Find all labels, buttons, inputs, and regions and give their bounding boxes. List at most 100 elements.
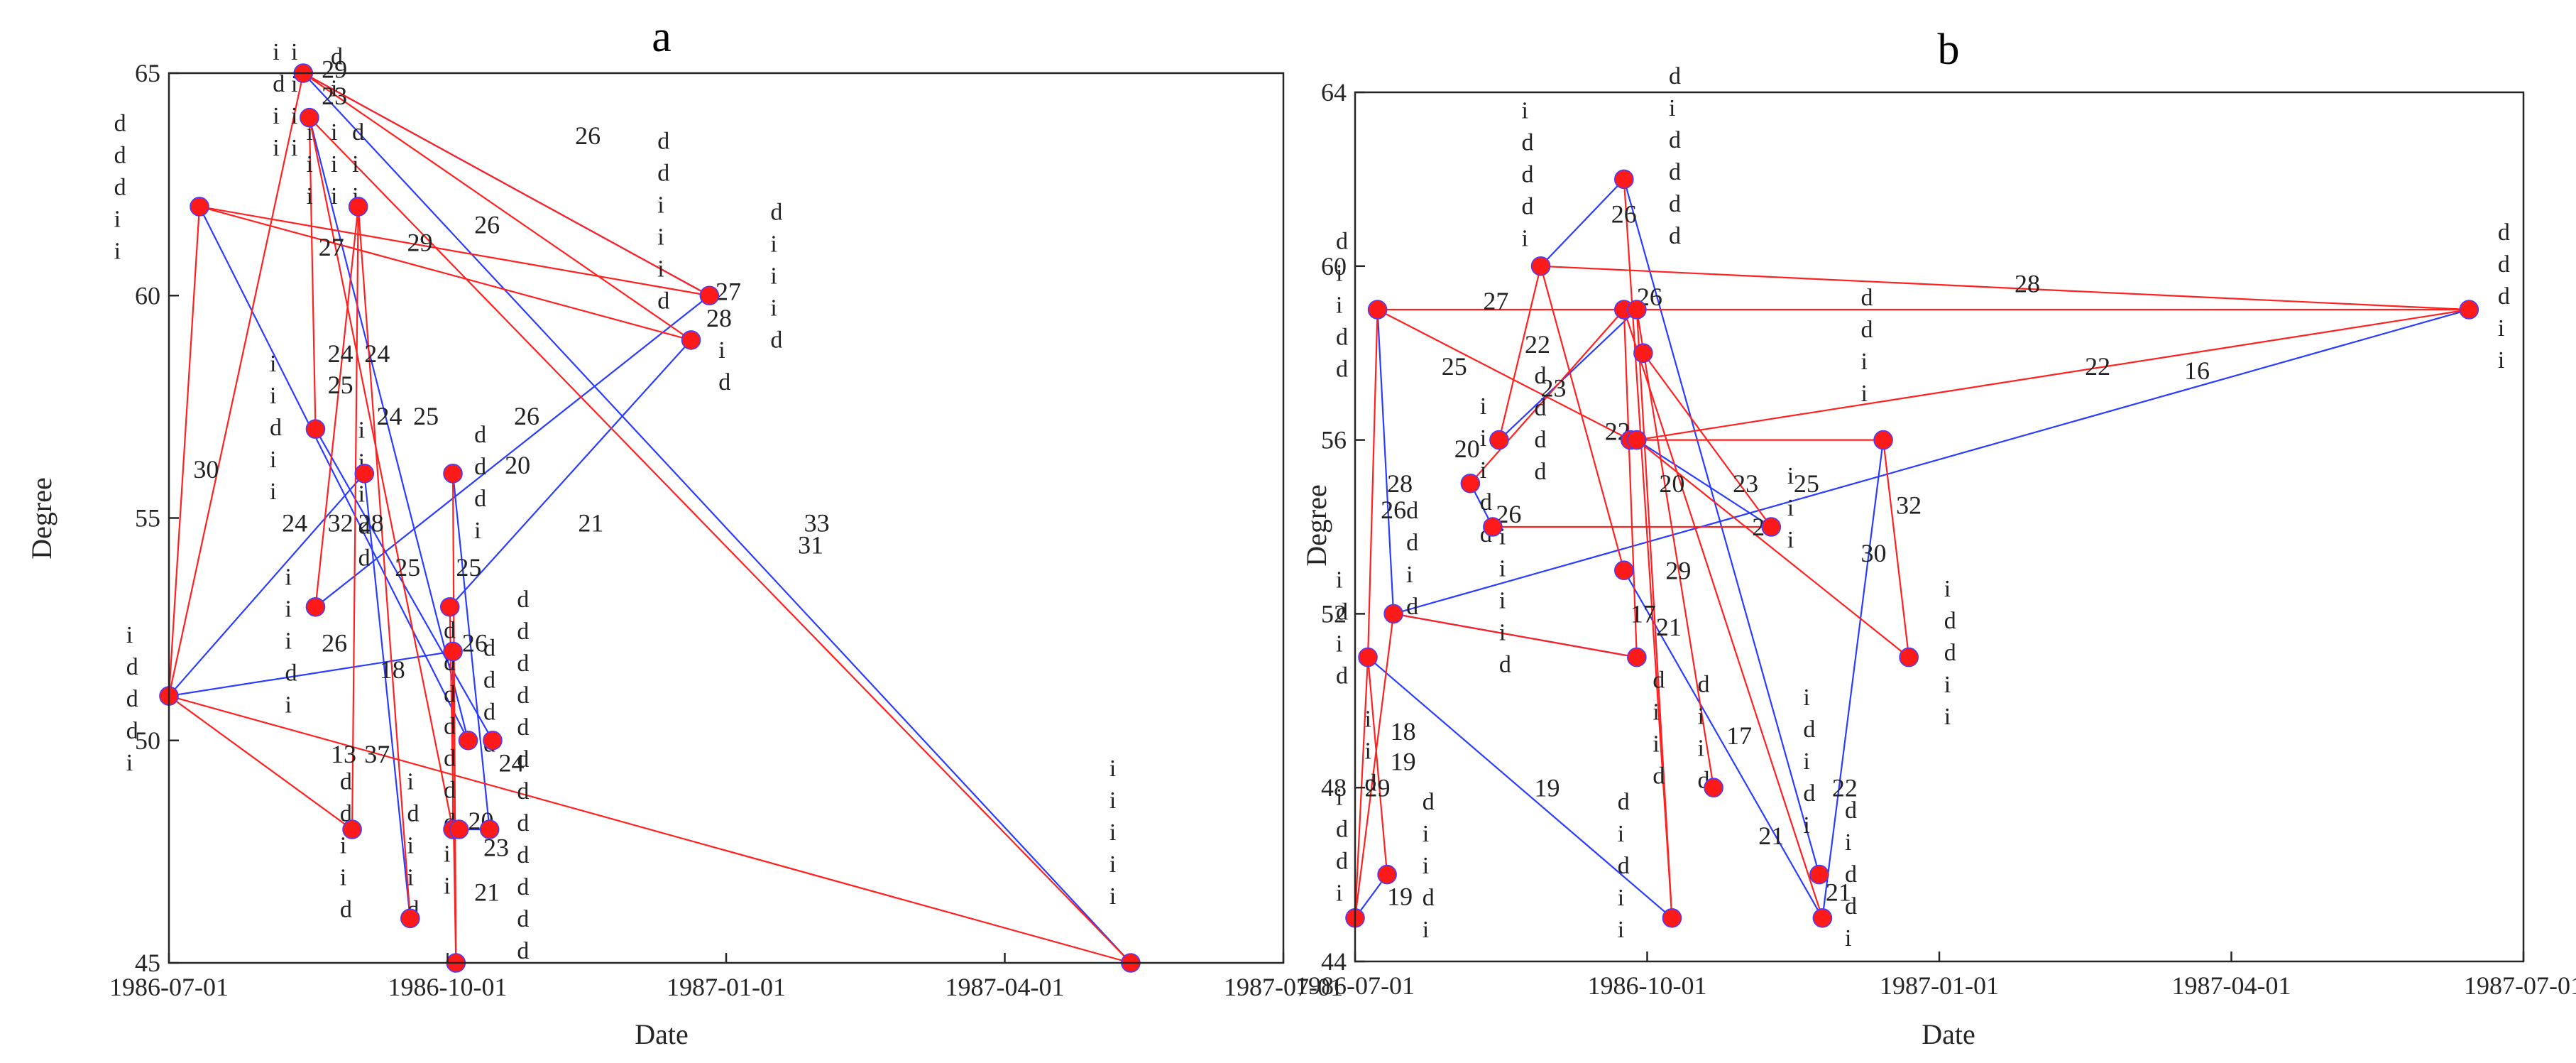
annotation-letter: i [1406, 562, 1413, 588]
annotation-letter: i [1669, 95, 1675, 121]
y-tick-label: 60 [1321, 252, 1347, 280]
annotation-letter: d [517, 650, 529, 677]
annotation-letter: d [1521, 162, 1533, 188]
annotation-letter: d [474, 454, 486, 480]
data-point [1812, 908, 1833, 928]
annotation-letter: i [407, 833, 414, 859]
series-segment-red [199, 205, 691, 341]
y-axis-title-b: Degree [1300, 484, 1332, 566]
point-number-label: 20 [1659, 469, 1684, 498]
point-number-label: 22 [1525, 330, 1550, 359]
annotation-letter: i [1803, 812, 1809, 839]
point-number-label: 18 [380, 655, 405, 684]
series-segment-red [168, 695, 1131, 964]
annotation-letter: i [358, 481, 365, 508]
point-number-label: 26 [322, 628, 347, 657]
annotation-letter: i [1365, 707, 1371, 733]
point-number-label: 20 [505, 451, 530, 479]
annotation-letter: d [285, 660, 297, 686]
series-b [1354, 178, 2470, 919]
annotation-letter: d [1845, 861, 1857, 888]
data-point [1761, 517, 1782, 537]
annotation-letter: i [1336, 292, 1342, 318]
annotation-letter: i [1944, 576, 1951, 602]
series-segment-red [1354, 614, 1395, 918]
data-point [1483, 517, 1503, 537]
series-segment-red [1377, 309, 1631, 441]
x-axis-title-a: Date [635, 1018, 689, 1050]
point-number-label: 23 [322, 82, 347, 110]
point-number-label: 26 [575, 121, 601, 150]
point-number-label: 30 [193, 455, 219, 484]
annotation-letter: d [474, 422, 486, 448]
x-tick-label: 1986-07-01 [109, 973, 229, 1001]
annotation-letter: i [291, 71, 297, 97]
annotation-letter: d [1618, 789, 1630, 815]
series-segment-red [314, 206, 359, 607]
data-point [443, 464, 463, 484]
annotation-letter: i [1499, 587, 1506, 614]
point-number-label: 31 [798, 531, 823, 560]
annotation-letter: d [444, 746, 456, 772]
series-segment-red [351, 206, 359, 830]
point-number-label: 32 [328, 508, 353, 537]
data-point [342, 819, 362, 839]
annotation-letter: d [657, 288, 669, 315]
series-segment-red [1623, 309, 1824, 919]
y-tick-label: 44 [1321, 947, 1347, 976]
annotation-letter: i [1845, 829, 1851, 856]
annotation-letter: i [352, 183, 358, 209]
data-point [1358, 647, 1378, 667]
series-segment-red [199, 205, 710, 297]
annotation-letter: d [352, 119, 364, 146]
point-number-label: 19 [1387, 882, 1413, 910]
annotation-letter: d [1618, 853, 1630, 879]
data-point [1367, 300, 1388, 320]
data-point [300, 107, 319, 128]
annotation-letter: d [444, 778, 456, 804]
annotation-letter: d [517, 906, 529, 932]
series-segment-blue [314, 295, 711, 608]
series-segment-red [1623, 309, 1638, 658]
annotation-letter: i [114, 206, 121, 232]
data-point [1530, 256, 1551, 276]
series-segment-red [1498, 266, 1542, 440]
x-tick-label: 1987-01-01 [1880, 971, 1999, 1000]
y-tick-label: 48 [1321, 773, 1347, 802]
point-number-label: 17 [1630, 600, 1656, 628]
point-number-label: 30 [1861, 539, 1887, 567]
annotation-letter: i [770, 263, 777, 290]
annotation-letter: i [285, 596, 291, 622]
series-segment-red [168, 206, 201, 697]
annotation-letter: d [2498, 219, 2510, 246]
y-tick-label: 52 [1321, 599, 1347, 628]
point-number-label: 23 [1733, 469, 1758, 498]
point-number-label: 29 [322, 55, 347, 83]
series-segment-red [357, 206, 411, 919]
point-number-label: 29 [407, 229, 433, 257]
point-number-label: 28 [1387, 469, 1413, 498]
series-segment-red [1393, 613, 1638, 658]
annotation-letter: i [1861, 381, 1868, 407]
x-tick-label: 1986-10-01 [388, 973, 508, 1001]
series-segment-blue [1376, 309, 1395, 614]
data-point [1614, 169, 1634, 190]
annotation-letter: i [285, 628, 291, 654]
annotation-letter: d [1535, 363, 1547, 389]
annotation-letter: d [340, 769, 352, 795]
annotation-letter: d [517, 587, 529, 613]
annotation-letter: d [1669, 63, 1681, 89]
annotation-letter: i [126, 622, 133, 648]
series-segment-blue [308, 117, 469, 741]
point-number-label: 22 [1832, 773, 1858, 802]
series-segment-blue [1393, 308, 2470, 615]
data-point [1627, 300, 1647, 320]
point-number-label: 28 [706, 304, 732, 332]
data-point [1627, 430, 1647, 450]
annotation-letter: i [1653, 699, 1659, 725]
annotation-letter: i [307, 119, 313, 146]
annotation-letter: d [1845, 797, 1857, 824]
annotation-letter: i [1109, 787, 1116, 814]
series-segment-blue [302, 72, 1131, 964]
annotation-letter: d [358, 513, 371, 540]
